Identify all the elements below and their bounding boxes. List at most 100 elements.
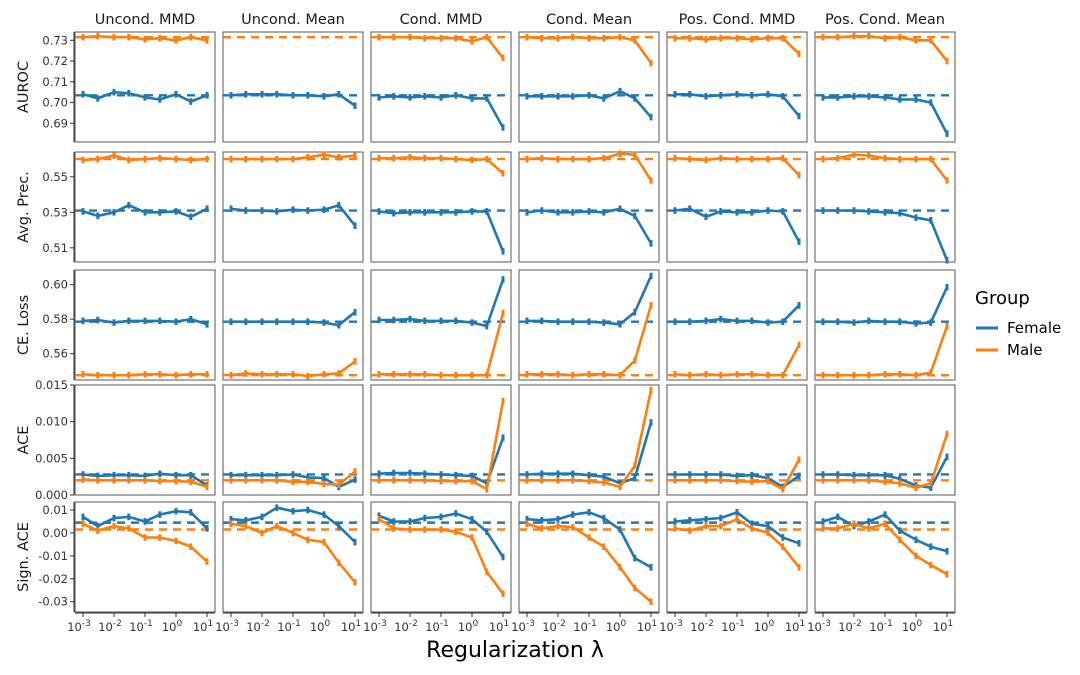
panel-border <box>370 151 512 263</box>
x-tick-label: 10-2 <box>690 619 714 634</box>
y-tick-label: 0.71 <box>42 75 68 89</box>
y-tick-label: 0.51 <box>42 241 68 255</box>
y-tick-label: 0.60 <box>42 278 68 292</box>
panel-border <box>518 31 660 143</box>
row-label: ACE <box>16 426 32 455</box>
y-tick-label: -0.01 <box>38 549 68 563</box>
legend-title: Group <box>975 288 1030 309</box>
panel-border <box>518 151 660 263</box>
panel <box>370 269 512 381</box>
column-title: Uncond. Mean <box>241 12 345 28</box>
x-tick-label: 10-3 <box>511 619 535 634</box>
y-tick-label: 0.56 <box>42 347 68 361</box>
x-tick-label: 10-3 <box>363 619 387 634</box>
x-tick-label: 10-1 <box>425 619 449 634</box>
panel <box>518 384 660 496</box>
panel <box>814 501 956 613</box>
panel <box>518 501 660 613</box>
y-tick-label: 0.73 <box>42 33 68 47</box>
x-tick-label: 10-1 <box>869 619 893 634</box>
panel <box>370 31 512 143</box>
panel <box>222 384 364 496</box>
panel <box>518 269 660 381</box>
x-tick-label: 101 <box>489 619 509 634</box>
y-tick-label: 0.000 <box>35 488 68 502</box>
row-label: CE. Loss <box>16 295 32 355</box>
panel <box>222 269 364 381</box>
panel-border <box>814 151 956 263</box>
panel <box>518 150 660 263</box>
column-title: Uncond. MMD <box>95 12 195 28</box>
y-tick-label: 0.72 <box>42 54 68 68</box>
x-tick-label: 10-1 <box>277 619 301 634</box>
y-tick-label: 0.58 <box>42 312 68 326</box>
panel-border <box>814 31 956 143</box>
panel <box>666 31 808 143</box>
x-tick-label: 10-2 <box>542 619 566 634</box>
x-tick-label: 100 <box>458 619 479 634</box>
x-tick-label: 10-3 <box>807 619 831 634</box>
x-tick-label: 10-2 <box>246 619 270 634</box>
panel <box>74 31 216 143</box>
y-tick-label: 0.00 <box>42 526 68 540</box>
x-tick-label: 10-2 <box>98 619 122 634</box>
panel <box>666 151 808 263</box>
panel-border <box>74 151 216 263</box>
x-axis-title: Regularization λ <box>426 638 604 663</box>
panel <box>74 501 216 613</box>
column-title: Cond. MMD <box>400 12 483 28</box>
column-title: Pos. Cond. Mean <box>825 12 945 28</box>
x-tick-label: 100 <box>902 619 923 634</box>
y-tick-label: 0.70 <box>42 96 68 110</box>
panel <box>814 151 956 264</box>
panel <box>666 384 808 496</box>
x-tick-label: 10-2 <box>394 619 418 634</box>
panel-border <box>666 269 808 381</box>
y-tick-label: 0.53 <box>42 205 68 219</box>
panel-border <box>370 31 512 143</box>
panel-border <box>666 151 808 263</box>
x-tick-label: 101 <box>933 619 953 634</box>
panel <box>814 269 956 381</box>
y-tick-label: -0.03 <box>38 595 68 609</box>
panel <box>518 31 660 143</box>
legend-label-male: Male <box>1007 341 1043 359</box>
x-tick-label: 10-3 <box>659 619 683 634</box>
panel <box>666 269 808 381</box>
x-tick-label: 100 <box>162 619 183 634</box>
x-tick-label: 10-2 <box>838 619 862 634</box>
panel <box>74 269 216 381</box>
x-tick-label: 10-3 <box>215 619 239 634</box>
x-tick-label: 100 <box>310 619 331 634</box>
panel <box>814 31 956 143</box>
panel <box>814 384 956 496</box>
y-tick-label: 0.01 <box>42 503 68 517</box>
panel-border <box>666 31 808 143</box>
panel <box>222 31 364 143</box>
x-tick-label: 101 <box>637 619 657 634</box>
x-tick-label: 101 <box>785 619 805 634</box>
x-tick-label: 10-1 <box>721 619 745 634</box>
legend-label-female: Female <box>1007 319 1061 337</box>
x-tick-label: 10-1 <box>573 619 597 634</box>
y-tick-label: 0.005 <box>35 451 68 465</box>
x-tick-label: 101 <box>193 619 213 634</box>
panel <box>370 384 512 496</box>
y-tick-label: 0.015 <box>35 378 68 392</box>
panel <box>370 151 512 263</box>
row-label: AUROC <box>16 61 32 113</box>
panel <box>222 151 364 263</box>
x-tick-label: 10-1 <box>129 619 153 634</box>
panel-border <box>74 31 216 143</box>
panel <box>222 501 364 613</box>
panel-border <box>814 501 956 613</box>
row-label: Sign. ACE <box>16 522 32 592</box>
panel <box>666 501 808 613</box>
panel-border <box>222 31 364 143</box>
x-tick-label: 100 <box>606 619 627 634</box>
y-tick-label: -0.02 <box>38 572 68 586</box>
row-label: Avg. Prec. <box>16 171 32 243</box>
x-tick-label: 10-3 <box>67 619 91 634</box>
x-tick-label: 100 <box>754 619 775 634</box>
